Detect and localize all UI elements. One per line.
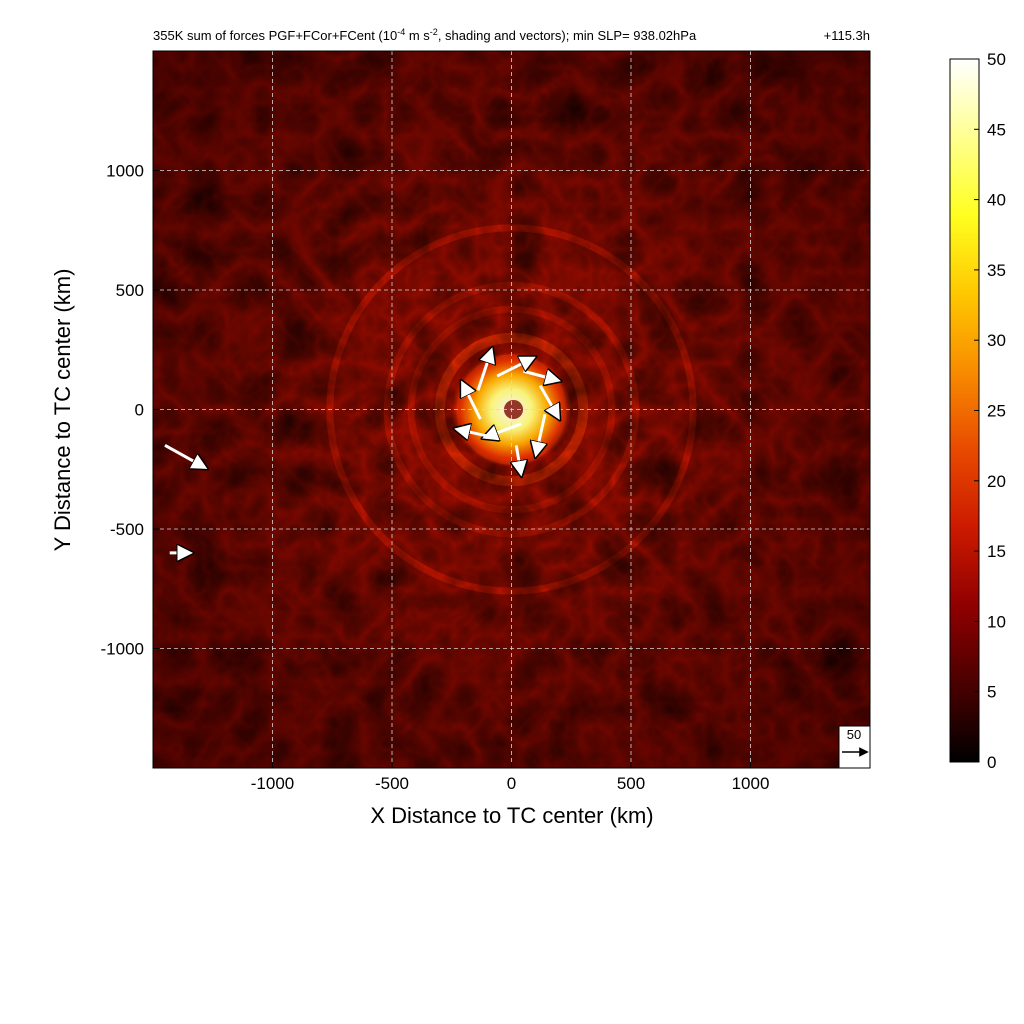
y-axis-label: Y Distance to TC center (km): [50, 269, 75, 552]
x-tick-label: -500: [375, 774, 409, 793]
y-tick-label: -500: [110, 520, 144, 539]
force-vectors: [164, 354, 556, 553]
colorbar-tick-label: 15: [987, 542, 1006, 561]
y-tick-label: 500: [116, 281, 144, 300]
chart-title: 355K sum of forces PGF+FCor+FCent (10-4 …: [153, 27, 697, 43]
colorbar-tick-label: 40: [987, 191, 1006, 210]
colorbar-tick-label: 45: [987, 120, 1006, 139]
colorbar-tick-label: 35: [987, 261, 1006, 280]
reference-vector-label: 50: [847, 727, 861, 742]
x-tick-label: 500: [617, 774, 645, 793]
colorbar: 0 5 10 15 20 25 30 35 40 45 50: [949, 50, 1006, 772]
x-tick-label: 0: [507, 774, 516, 793]
forecast-time-label: +115.3h: [824, 28, 870, 43]
force-vector: [516, 445, 520, 469]
y-tick-label: 1000: [106, 162, 144, 181]
colorbar-ticks: 0 5 10 15 20 25 30 35 40 45 50: [974, 50, 1006, 772]
colorbar-tick-label: 20: [987, 472, 1006, 491]
y-tick-label: -1000: [101, 640, 144, 659]
colorbar-tick-label: 25: [987, 402, 1006, 421]
x-axis-label: X Distance to TC center (km): [370, 803, 653, 828]
force-vector: [464, 387, 482, 420]
plot-area: [153, 51, 870, 768]
reference-vector-key: 50: [838, 725, 871, 769]
force-vector: [537, 413, 545, 450]
force-vector: [461, 430, 498, 438]
x-tick-label: 1000: [732, 774, 770, 793]
x-tick-label: -1000: [251, 774, 294, 793]
colorbar-tick-label: 5: [987, 683, 996, 702]
grid-lines: [153, 51, 870, 768]
colorbar-tick-label: 50: [987, 50, 1006, 69]
force-vector: [489, 422, 522, 436]
force-vector: [523, 371, 553, 379]
x-axis: -1000 -500 0 500 1000: [251, 762, 770, 793]
force-vector: [538, 384, 556, 414]
y-tick-label: 0: [135, 401, 144, 420]
colorbar-tick-label: 10: [987, 612, 1006, 631]
force-vector: [476, 354, 490, 391]
force-vector: [496, 360, 529, 378]
y-axis: -1000 -500 0 500 1000: [101, 162, 159, 659]
force-vector: [164, 444, 201, 465]
colorbar-tick-label: 30: [987, 331, 1006, 350]
colorbar-tick-label: 0: [987, 753, 996, 772]
